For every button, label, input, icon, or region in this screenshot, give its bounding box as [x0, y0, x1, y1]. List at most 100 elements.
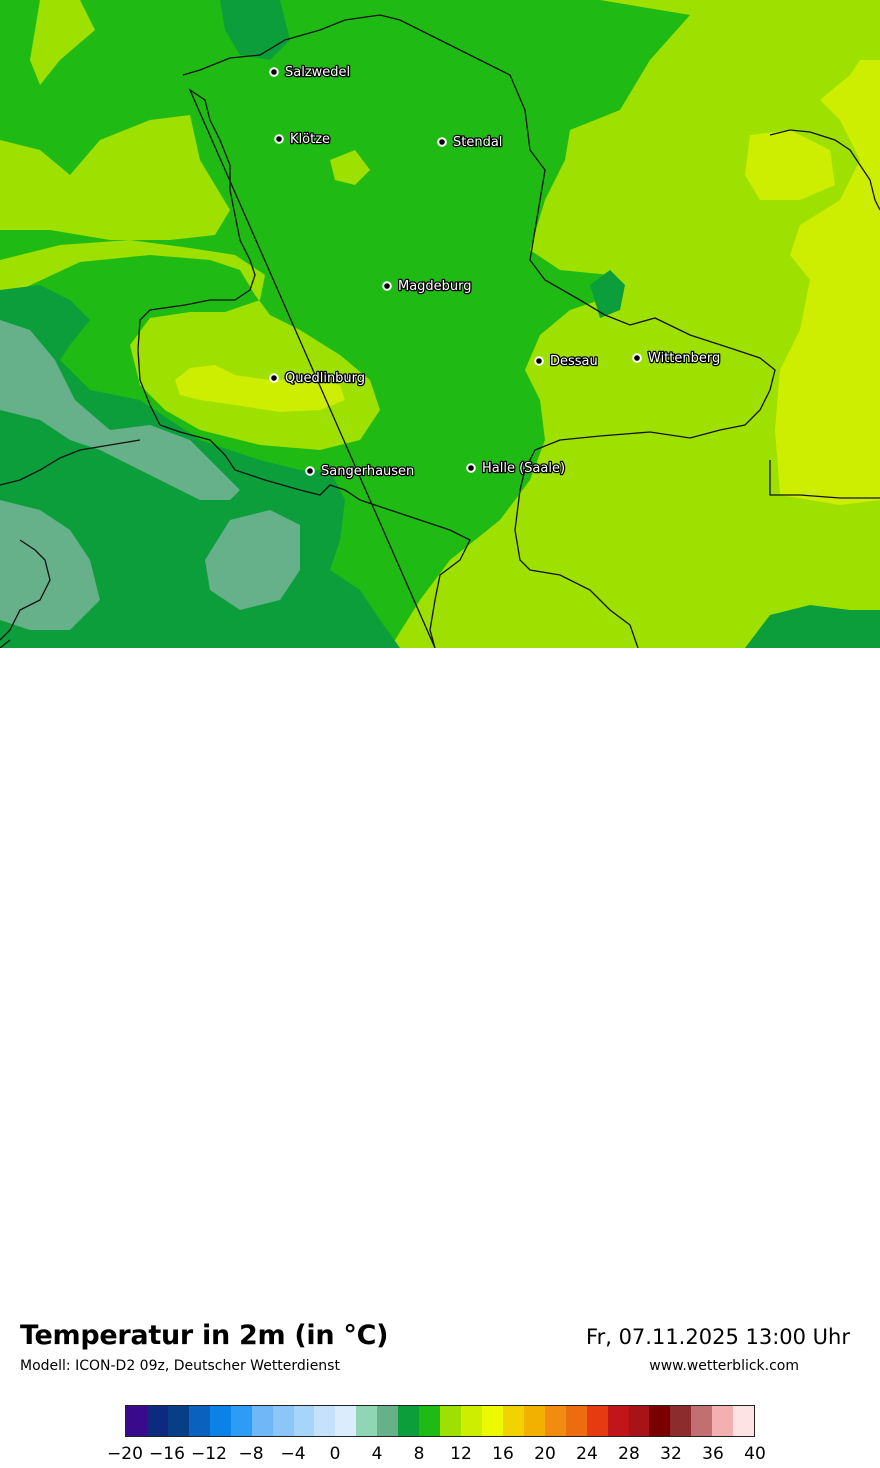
legend-swatch	[481, 1406, 503, 1436]
city-dot-magdeburg	[382, 281, 392, 291]
city-label-kloetze: Klötze	[290, 132, 330, 147]
temp-zone-4-south	[205, 510, 300, 610]
temp-zone-6-east-mid	[590, 270, 625, 318]
city-label-sangerhausen: Sangerhausen	[321, 464, 414, 479]
temperature-legend-ticks: −20 −16 −12 −8 −4 0 4 8 12 16 20 24 28 32 36 40	[0, 1444, 880, 1468]
city-dot-quedlinburg	[269, 373, 279, 383]
legend-swatch	[188, 1406, 210, 1436]
border-west-north	[0, 639, 11, 648]
city-dot-wittenberg	[632, 353, 642, 363]
legend-swatch	[126, 1406, 147, 1436]
legend-swatch	[167, 1406, 189, 1436]
temp-zone-10-northwest	[0, 115, 230, 240]
temp-zone-12-quedlinburg	[175, 365, 345, 412]
city-label-magdeburg: Magdeburg	[398, 279, 472, 294]
city-dot-dessau	[534, 356, 544, 366]
city-dot-kloetze	[274, 134, 284, 144]
model-source: Modell: ICON-D2 09z, Deutscher Wetterdie…	[20, 1358, 340, 1374]
city-salzwedel: Salzwedel	[269, 64, 351, 81]
temperature-map-svg: Salzwedel Klötze Stendal Magdeburg Dessau Wit…	[0, 0, 880, 648]
legend-swatch	[461, 1406, 482, 1436]
city-dot-sangerhausen	[305, 466, 315, 476]
legend-swatch	[377, 1406, 399, 1436]
legend-tick-label: −20	[107, 1444, 143, 1464]
legend-swatch	[712, 1406, 734, 1436]
city-label-stendal: Stendal	[453, 135, 502, 150]
legend-swatch	[607, 1406, 629, 1436]
legend-swatch	[649, 1406, 671, 1436]
legend-swatch	[670, 1406, 692, 1436]
temp-zone-12-east	[775, 60, 880, 505]
border-east	[769, 129, 880, 211]
border-saxony-anhalt	[137, 14, 776, 648]
city-halle: Halle (Saale)	[466, 460, 566, 477]
city-magdeburg: Magdeburg	[382, 278, 473, 295]
legend-swatch	[586, 1406, 608, 1436]
temp-zone-4-southwest	[0, 500, 100, 630]
city-label-dessau: Dessau	[550, 354, 598, 369]
city-label-wittenberg: Wittenberg	[648, 351, 720, 366]
city-markers: Salzwedel Klötze Stendal Magdeburg Dessau Wit…	[269, 64, 722, 480]
weather-map: Salzwedel Klötze Stendal Magdeburg Dessau Wit…	[0, 0, 880, 648]
legend-tick-label: −4	[280, 1444, 306, 1464]
city-quedlinburg: Quedlinburg	[269, 370, 366, 387]
legend-tick-label: −12	[191, 1444, 227, 1464]
temp-zone-10-stendal	[330, 150, 370, 185]
city-dot-salzwedel	[269, 67, 279, 77]
city-label-halle: Halle (Saale)	[482, 461, 565, 476]
legend-swatch	[272, 1406, 294, 1436]
city-wittenberg: Wittenberg	[632, 350, 722, 367]
legend-swatch	[335, 1406, 357, 1436]
city-dot-halle	[466, 463, 476, 473]
legend-tick-label: 36	[702, 1444, 724, 1464]
border-southwest	[0, 439, 141, 641]
legend-tick-label: 8	[413, 1444, 425, 1464]
legend-swatch	[733, 1406, 755, 1436]
legend-tick-label: 32	[660, 1444, 682, 1464]
legend-swatch	[502, 1406, 524, 1436]
temp-zone-6-east-south	[745, 605, 880, 648]
temperature-legend-bar	[125, 1405, 755, 1437]
city-label-quedlinburg: Quedlinburg	[285, 371, 365, 386]
legend-tick-label: −16	[149, 1444, 185, 1464]
map-footer: Temperatur in 2m (in °C) Modell: ICON-D2…	[0, 648, 880, 1464]
map-title: Temperatur in 2m (in °C)	[20, 1320, 389, 1351]
legend-swatch	[398, 1406, 420, 1436]
city-dessau: Dessau	[534, 353, 599, 370]
legend-tick-label: 12	[450, 1444, 472, 1464]
city-sangerhausen: Sangerhausen	[305, 463, 416, 480]
legend-swatch	[565, 1406, 587, 1436]
legend-tick-label: 0	[329, 1444, 341, 1464]
city-dot-stendal	[437, 137, 447, 147]
legend-tick-label: 16	[492, 1444, 514, 1464]
website-link[interactable]: www.wetterblick.com	[649, 1358, 799, 1374]
legend-tick-label: 24	[576, 1444, 598, 1464]
city-stendal: Stendal	[437, 134, 504, 151]
legend-swatch	[251, 1406, 273, 1436]
legend-swatch	[691, 1406, 713, 1436]
legend-tick-label: 40	[744, 1444, 766, 1464]
legend-swatch	[356, 1406, 378, 1436]
legend-swatch	[209, 1406, 231, 1436]
temp-zone-10-north	[30, 0, 95, 85]
legend-swatch	[419, 1406, 441, 1436]
city-label-salzwedel: Salzwedel	[285, 65, 350, 80]
legend-swatch	[146, 1406, 168, 1436]
border-east-south	[769, 460, 880, 499]
city-kloetze: Klötze	[274, 131, 331, 148]
temp-zone-6-north	[220, 0, 290, 60]
legend-swatch	[440, 1406, 461, 1436]
legend-swatch	[544, 1406, 566, 1436]
legend-swatch	[230, 1406, 252, 1436]
legend-tick-label: 20	[534, 1444, 556, 1464]
legend-swatch	[293, 1406, 315, 1436]
legend-tick-label: 4	[371, 1444, 383, 1464]
legend-tick-label: 28	[618, 1444, 640, 1464]
temp-zone-12-northeast	[745, 130, 835, 200]
legend-swatch	[314, 1406, 336, 1436]
legend-swatch	[523, 1406, 545, 1436]
forecast-datetime: Fr, 07.11.2025 13:00 Uhr	[586, 1325, 850, 1349]
legend-swatch	[628, 1406, 650, 1436]
state-borders	[0, 14, 880, 648]
temp-zone-4-harz	[0, 320, 240, 500]
